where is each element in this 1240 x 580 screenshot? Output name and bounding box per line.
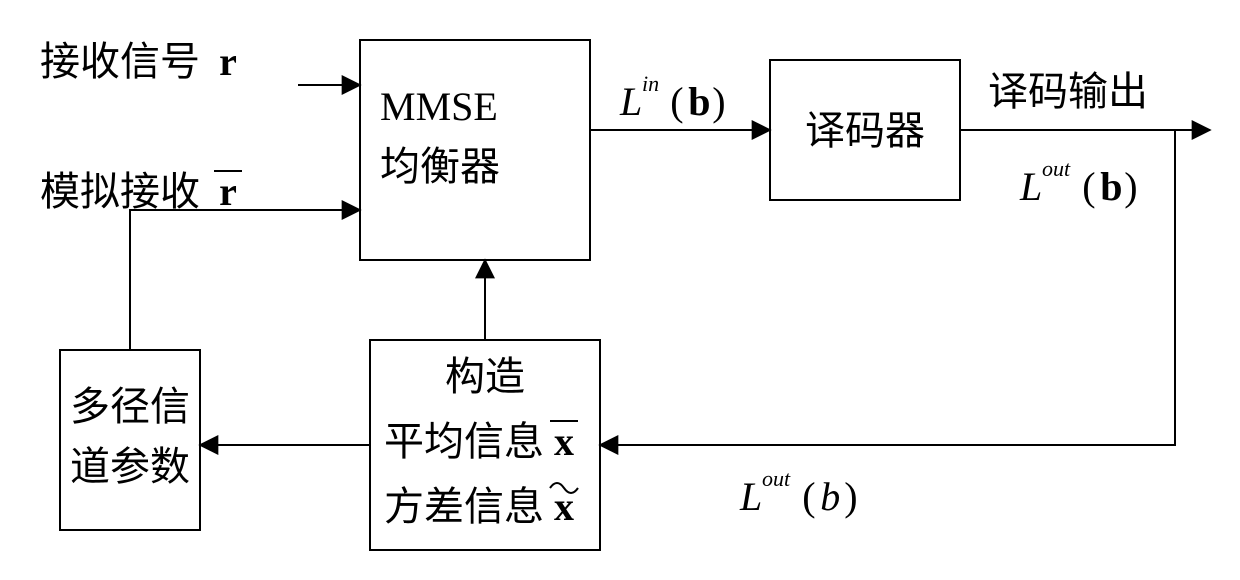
label-mmse-2: 均衡器 xyxy=(380,144,500,189)
label-mpath-2: 道参数 xyxy=(70,444,190,489)
svg-text:in: in xyxy=(642,71,659,96)
label-in-r: 接收信号 xyxy=(40,39,200,84)
svg-text:L: L xyxy=(619,79,642,124)
svg-text:b: b xyxy=(820,474,840,519)
svg-text:out: out xyxy=(1042,156,1071,181)
mpath-box xyxy=(60,350,200,530)
svg-text:(: ( xyxy=(670,79,683,124)
svg-text:L: L xyxy=(739,474,762,519)
svg-text:out: out xyxy=(762,466,791,491)
svg-text:(: ( xyxy=(1082,164,1095,209)
label-decoder: 译码器 xyxy=(805,108,925,153)
sym-xbar: x xyxy=(554,419,574,464)
label-mmse-1: MMSE xyxy=(380,84,498,129)
sym-rbar: r xyxy=(219,169,237,214)
sym-r: r xyxy=(219,39,237,84)
svg-text:(: ( xyxy=(802,474,815,519)
label-L-out-b-bold: Lout (b) xyxy=(1019,156,1138,209)
label-dec-out: 译码输出 xyxy=(988,69,1148,114)
label-L-in: Lin (b) xyxy=(619,71,726,124)
svg-text:L: L xyxy=(1019,164,1042,209)
label-construct-1: 构造 xyxy=(445,354,525,399)
label-mpath-1: 多径信 xyxy=(70,384,190,429)
svg-text:): ) xyxy=(712,79,725,124)
label-construct-3: 方差信息 xyxy=(384,484,544,529)
label-construct-2: 平均信息 xyxy=(384,419,544,464)
sym-xtilde: x xyxy=(554,484,574,529)
label-in-rbar: 模拟接收 xyxy=(40,169,200,214)
svg-text:b: b xyxy=(688,79,710,124)
svg-text:): ) xyxy=(844,474,857,519)
arrow-mpath-up-to-rbar xyxy=(130,210,298,350)
svg-text:): ) xyxy=(1124,164,1137,209)
svg-text:b: b xyxy=(1100,164,1122,209)
label-L-out-b-it: Lout (b) xyxy=(739,466,858,519)
